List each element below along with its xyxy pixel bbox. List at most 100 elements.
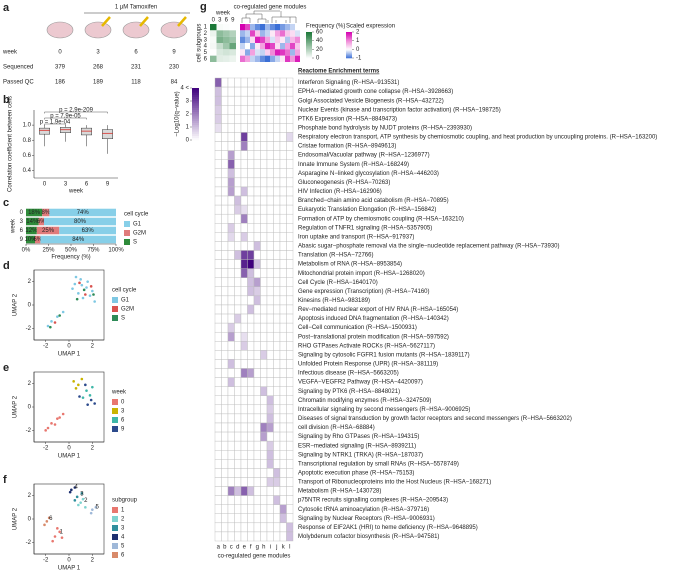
colorbar [346, 42, 352, 45]
x-tick-label: 25% [42, 248, 55, 254]
heatmap-cell [221, 477, 229, 487]
x-tick-label: 9 [106, 182, 110, 188]
heatmap-cell [247, 159, 255, 169]
heatmap-cell [273, 77, 281, 88]
column-label: e [243, 545, 247, 551]
heatmap-cell [260, 341, 268, 351]
point [81, 396, 85, 399]
heatmap-cell [214, 132, 222, 142]
legend-label: 6 [121, 553, 125, 559]
heatmap-cell [234, 377, 242, 387]
heatmap-cell [253, 268, 261, 278]
heatmap-cell [275, 43, 280, 50]
panel-label: g [200, 1, 207, 13]
colorbar [192, 101, 199, 104]
row-label: Apoptotic execution phase (R−HSA−75153) [298, 470, 414, 476]
value-label: 80% [74, 219, 87, 225]
heatmap-cell [279, 522, 287, 533]
row-label: PTK6 Expression (R−HSA−8849473) [298, 116, 397, 122]
colorbar [192, 135, 199, 139]
heatmap-cell [227, 350, 235, 360]
heatmap-cell [266, 223, 274, 233]
heatmap-cell [255, 36, 260, 43]
heatmap-cell [221, 413, 229, 424]
heatmap-cell [240, 404, 248, 415]
heatmap-cell [223, 36, 230, 43]
value-label: 6% [37, 219, 46, 225]
heatmap-cell [234, 232, 242, 242]
heatmap-cell [227, 377, 235, 387]
cell: 6 [134, 50, 138, 56]
heatmap-cell [221, 513, 229, 524]
heatmap-cell [214, 86, 222, 97]
heatmap-cell [270, 24, 275, 31]
panel-label: d [3, 260, 10, 272]
colorbar-tick-label: 1 [186, 125, 190, 131]
row-label: Rev−mediated nuclear export of HIV RNA (… [298, 307, 458, 313]
heatmap-cell [279, 241, 287, 251]
heatmap-cell [221, 177, 229, 188]
heatmap-cell [234, 268, 242, 278]
heatmap-cell [240, 377, 248, 387]
heatmap-cell [260, 350, 268, 360]
y-axis-label: cell subgroups [197, 24, 203, 63]
heatmap-cell [247, 350, 255, 360]
heatmap-cell [234, 359, 242, 369]
row-label: Cristae formation (R−HSA−8949613) [298, 144, 396, 150]
x-axis-label: UMAP 1 [58, 454, 81, 460]
heatmap-cell [234, 150, 242, 160]
colorbar [346, 45, 352, 47]
heatmap-cell [253, 250, 261, 260]
heatmap-cell [214, 331, 222, 342]
heatmap-cell [227, 486, 235, 496]
heatmap-cell [253, 450, 261, 460]
heatmap-cell [247, 277, 255, 288]
heatmap-cell [285, 49, 290, 56]
point [92, 293, 95, 296]
heatmap-cell [247, 250, 255, 260]
heatmap-cell [221, 186, 229, 197]
heatmap-cell [279, 259, 287, 269]
heatmap-cell [279, 531, 287, 542]
heatmap-cell [214, 495, 222, 505]
heatmap-cell [286, 232, 294, 242]
legend-title: subgroup [112, 498, 138, 504]
heatmap-cell [266, 513, 274, 524]
legend-swatch [124, 221, 130, 227]
heatmap-cell [286, 150, 294, 160]
point [77, 383, 80, 387]
heatmap-cell [260, 277, 268, 288]
heatmap-cell [214, 268, 222, 278]
point [71, 287, 74, 290]
x-axis-label: week [215, 11, 231, 17]
row-label: Signaling by NTRK1 (TRKA) (R−HSA−187037) [298, 452, 423, 458]
heatmap-cell [260, 132, 268, 142]
bar-segment [44, 217, 116, 226]
row-label: 1 [204, 25, 208, 31]
value-label: 10% [24, 237, 37, 243]
point [89, 398, 93, 402]
heatmap-cell [214, 359, 222, 369]
heatmap-cell [279, 213, 287, 224]
heatmap-cell [260, 259, 268, 269]
y-tick-label: 0 [28, 517, 32, 523]
heatmap-cell [214, 232, 222, 242]
point [72, 380, 75, 383]
heatmap-cell [260, 377, 268, 387]
heatmap-cell [227, 186, 235, 197]
heatmap-cell [240, 268, 248, 278]
point [75, 297, 79, 301]
point [61, 310, 65, 314]
heatmap-cell [273, 350, 281, 360]
legend-title: week [111, 390, 127, 396]
colorbar [306, 46, 312, 48]
heatmap-cell [260, 331, 268, 342]
cluster-label: 2 [84, 498, 88, 504]
heatmap-cell [247, 495, 255, 505]
heatmap-cell [285, 36, 290, 43]
heatmap-cell [247, 105, 255, 115]
colorbar [192, 118, 199, 121]
colorbar [346, 54, 352, 57]
heatmap-cell [279, 359, 287, 369]
heatmap-cell [221, 268, 229, 278]
